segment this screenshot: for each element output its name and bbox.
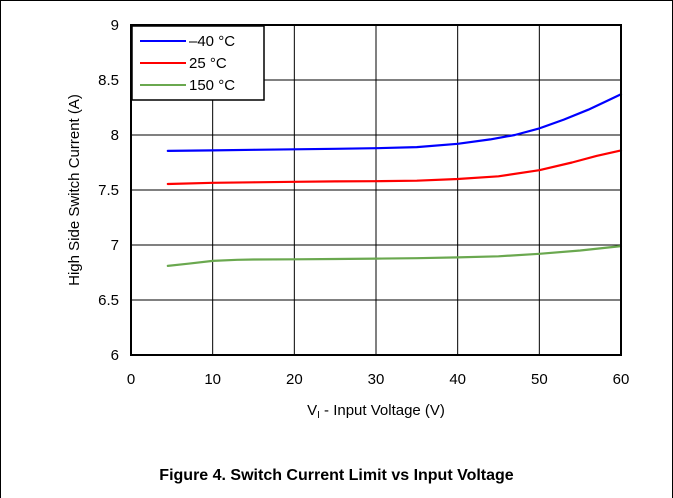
y-tick-label: 8.5 <box>98 72 119 89</box>
x-tick-label: 30 <box>368 371 385 388</box>
y-tick-label: 9 <box>111 17 119 34</box>
x-tick-label: 40 <box>449 371 466 388</box>
x-tick-label: 60 <box>613 371 630 388</box>
grid-lines <box>130 24 622 356</box>
legend-label-2: 25 °C <box>189 55 227 72</box>
x-tick-label: 50 <box>531 371 548 388</box>
x-tick-label: 0 <box>127 371 135 388</box>
y-tick-label: 6.5 <box>98 292 119 309</box>
y-tick-label: 7.5 <box>98 182 119 199</box>
series-line-2 <box>166 149 623 186</box>
y-tick-label: 8 <box>111 127 119 144</box>
series-line-3 <box>166 245 623 267</box>
x-tick-labels: 0 10 20 30 40 50 60 <box>127 371 630 388</box>
x-axis-label-rest: - Input Voltage (V) <box>320 402 445 419</box>
series-lines <box>166 93 623 267</box>
x-axis-label-subscript: I <box>317 410 320 421</box>
legend-label-1: –40 °C <box>189 33 235 50</box>
plot-area-border <box>130 24 622 356</box>
y-tick-label: 6 <box>111 347 119 364</box>
legend: –40 °C 25 °C 150 °C <box>131 25 265 101</box>
frame-top-border <box>0 0 673 1</box>
x-axis-label: VI - Input Voltage (V) <box>307 402 445 421</box>
y-axis-label: High Side Switch Current (A) <box>66 94 83 286</box>
legend-label-3: 150 °C <box>189 77 235 94</box>
series-line-1 <box>166 93 623 152</box>
x-tick-label: 10 <box>204 371 221 388</box>
x-axis-label-main: V <box>307 402 317 419</box>
y-tick-label: 7 <box>111 237 119 254</box>
legend-box <box>131 25 265 101</box>
figure-caption: Figure 4. Switch Current Limit vs Input … <box>159 467 514 484</box>
y-tick-labels: 6 6.5 7 7.5 8 8.5 9 <box>98 17 119 364</box>
line-chart: 6 6.5 7 7.5 8 8.5 9 0 10 20 30 40 50 60 High Side Sw… <box>66 17 630 421</box>
x-tick-label: 20 <box>286 371 303 388</box>
frame-left-border <box>0 0 1 498</box>
